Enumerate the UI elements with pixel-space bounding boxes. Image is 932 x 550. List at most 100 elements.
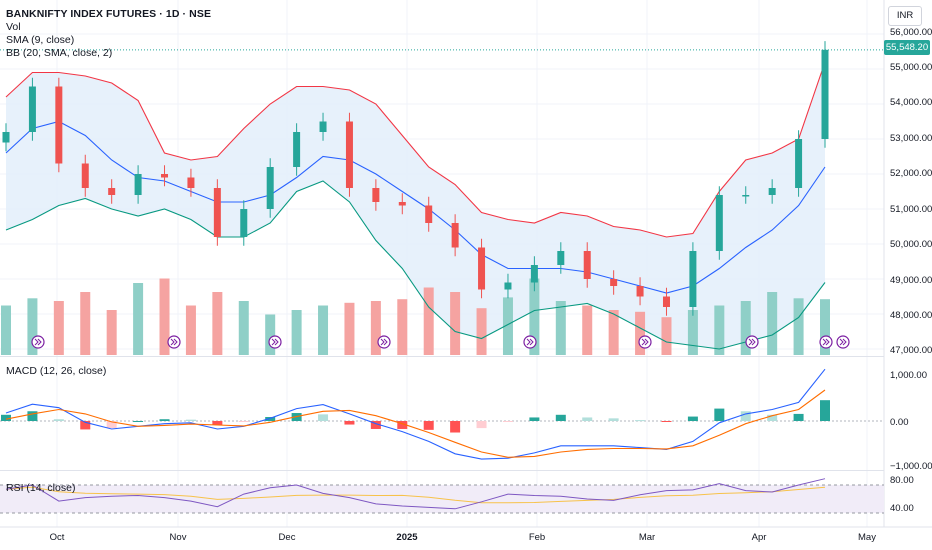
- candle-body: [557, 251, 565, 265]
- candle-body: [372, 188, 380, 202]
- macd-histogram-bar: [450, 421, 461, 433]
- macd-histogram-bar: [53, 419, 64, 421]
- macd-histogram-bar: [635, 420, 646, 422]
- volume-bar: [635, 311, 646, 355]
- macd-label[interactable]: MACD (12, 26, close): [6, 365, 107, 377]
- volume-bar: [820, 299, 830, 355]
- volume-bar: [27, 298, 38, 355]
- volume-bar: [740, 301, 751, 355]
- price-tick: 53,000.00: [890, 133, 932, 144]
- candle-body: [478, 247, 486, 290]
- macd-histogram-bar: [1, 414, 11, 421]
- volume-bar: [185, 305, 196, 355]
- volume-bar: [318, 305, 329, 355]
- candle-body: [240, 209, 248, 237]
- time-tick: Apr: [751, 532, 767, 543]
- macd-histogram-bar: [529, 417, 540, 421]
- macd-histogram-bar: [318, 414, 329, 421]
- bb-lower-line: [5, 180, 826, 350]
- volume-bar: [450, 292, 461, 355]
- candle-body: [742, 195, 750, 197]
- macd-histogram-bar: [212, 421, 223, 425]
- volume-bar: [397, 299, 408, 355]
- macd-histogram-bar: [238, 421, 249, 422]
- event-marker-glyph: [271, 338, 279, 346]
- volume-bar: [212, 292, 223, 355]
- volume-bar: [529, 278, 540, 355]
- time-tick: Feb: [528, 532, 546, 543]
- macd-tick: 0.00: [890, 417, 909, 428]
- rsi-tick: 80.00: [890, 475, 914, 486]
- volume-bar: [423, 287, 434, 355]
- rsi-line: [5, 478, 826, 510]
- candle-body: [583, 251, 591, 279]
- volume-bar: [793, 298, 804, 355]
- candle-body: [134, 174, 142, 195]
- time-tick: Nov: [169, 532, 187, 543]
- event-marker-glyph: [380, 338, 388, 346]
- chart-legend: BANKNIFTY INDEX FUTURES · 1D · NSE Vol S…: [6, 8, 211, 60]
- volume-bar: [80, 292, 91, 355]
- symbol-title[interactable]: BANKNIFTY INDEX FUTURES · 1D · NSE: [6, 8, 212, 20]
- volume-bar: [133, 283, 144, 355]
- volume-bar: [1, 305, 11, 355]
- rsi-tick: 40.00: [890, 503, 914, 514]
- candle-body: [345, 121, 353, 188]
- macd-histogram-bar: [397, 421, 408, 429]
- candle-body: [504, 282, 512, 290]
- event-marker-glyph: [34, 338, 42, 346]
- event-marker-glyph: [170, 338, 178, 346]
- macd-histogram-bar: [344, 421, 355, 425]
- time-tick: Mar: [638, 532, 656, 543]
- volume-bar: [714, 305, 725, 355]
- volume-bar: [555, 301, 566, 355]
- price-tick: 47,000.00: [890, 345, 932, 356]
- event-marker-glyph: [641, 338, 649, 346]
- candle-body: [2, 132, 10, 143]
- volume-bar: [291, 310, 302, 355]
- macd-histogram-bar: [370, 421, 381, 429]
- candle-body: [319, 121, 327, 132]
- price-tick: 49,000.00: [890, 275, 932, 286]
- candle-body: [293, 132, 301, 167]
- last-price-tag: 55,548.20: [884, 40, 930, 55]
- volume-bar: [582, 305, 593, 355]
- candle-body: [425, 205, 433, 223]
- macd-line: [5, 368, 826, 460]
- volume-bar: [476, 308, 487, 355]
- candle-body: [28, 86, 36, 132]
- macd-histogram-bar: [582, 417, 593, 421]
- sma-label[interactable]: SMA (9, close): [6, 34, 75, 46]
- bb-band-fill: [6, 62, 825, 349]
- candle-body: [108, 188, 116, 195]
- price-tick: 54,000.00: [890, 97, 932, 108]
- event-marker-glyph: [839, 338, 847, 346]
- price-tick: 56,000.00: [890, 27, 932, 38]
- candle-body: [530, 265, 538, 283]
- volume-bar: [370, 301, 381, 355]
- bb-label[interactable]: BB (20, SMA, close, 2): [6, 47, 113, 59]
- candle-body: [610, 279, 618, 286]
- sma-line: [5, 120, 826, 294]
- pane-separator[interactable]: [0, 356, 884, 357]
- volume-bar: [238, 301, 249, 355]
- macd-histogram-bar: [820, 400, 830, 421]
- volume-bar: [159, 278, 170, 355]
- candle-body: [795, 139, 803, 188]
- macd-histogram-bar: [740, 411, 751, 421]
- rsi-ma-line: [5, 486, 826, 504]
- volume-label[interactable]: Vol: [6, 21, 21, 33]
- candle-body: [213, 188, 221, 237]
- currency-button[interactable]: INR: [888, 6, 922, 26]
- candle-body: [662, 296, 670, 307]
- volume-bar: [502, 297, 513, 355]
- pane-separator[interactable]: [0, 470, 884, 471]
- rsi-label[interactable]: RSI (14, close): [6, 482, 76, 494]
- signal-line: [5, 389, 826, 458]
- candle-body: [161, 174, 169, 178]
- macd-histogram-bar: [133, 421, 144, 422]
- event-marker-glyph: [748, 338, 756, 346]
- bb-upper-line: [5, 61, 826, 238]
- volume-bar: [53, 301, 64, 355]
